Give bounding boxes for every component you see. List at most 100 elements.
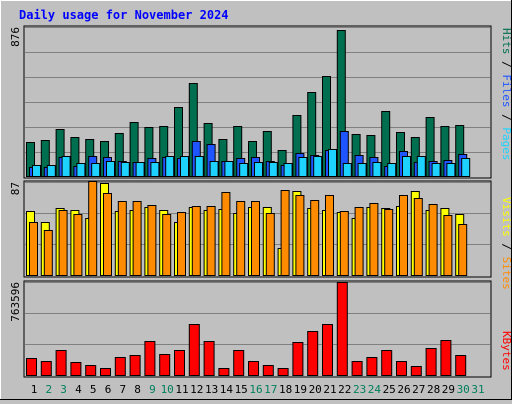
x-tick-label: 25 — [383, 383, 396, 396]
bar-pages — [357, 163, 367, 177]
bar-sites — [103, 193, 112, 276]
bar-kbytes — [351, 361, 363, 376]
bar-pages — [180, 156, 189, 177]
bar-kbytes — [381, 350, 393, 376]
x-tick-label: 15 — [235, 383, 248, 396]
bar-pages — [61, 156, 71, 177]
bar-pages — [209, 161, 219, 177]
bar-kbytes — [440, 340, 452, 376]
bar-pages — [32, 165, 41, 177]
bar-kbytes — [425, 348, 437, 376]
x-tick-label: 23 — [353, 383, 366, 396]
bar-kbytes — [455, 355, 467, 376]
bar-pages — [46, 165, 56, 177]
x-tick-label: 9 — [149, 383, 156, 396]
bar-sites — [339, 211, 349, 276]
bar-kbytes — [100, 368, 111, 376]
x-tick-label: 16 — [249, 383, 262, 396]
bar-sites — [325, 195, 334, 276]
x-tick-label: 10 — [161, 383, 174, 396]
bar-kbytes — [307, 331, 319, 376]
bar-pages — [313, 156, 323, 177]
x-tick-label: 20 — [309, 383, 322, 396]
x-tick-label: 6 — [105, 383, 112, 396]
bar-sites — [369, 203, 379, 276]
bar-pages — [194, 156, 204, 177]
bar-kbytes — [218, 368, 230, 376]
bar-kbytes — [85, 365, 97, 376]
bar-kbytes — [159, 354, 171, 376]
legend-separator: / — [500, 237, 512, 257]
bar-sites — [162, 214, 172, 276]
bar-sites — [236, 201, 246, 276]
bar-pages — [328, 149, 337, 177]
legend-files: Files — [500, 74, 512, 107]
x-tick-label: 4 — [75, 383, 82, 396]
x-tick-label: 12 — [190, 383, 203, 396]
bar-sites — [413, 198, 423, 276]
bar-kbytes — [277, 368, 289, 376]
x-tick-label: 11 — [175, 383, 188, 396]
x-tick-label: 14 — [220, 383, 234, 396]
bar-kbytes — [203, 341, 215, 376]
bar-pages — [387, 163, 397, 177]
bar-sites — [206, 206, 216, 276]
bar-sites — [88, 181, 98, 276]
bar-pages — [416, 156, 426, 177]
bar-pages — [342, 163, 352, 177]
x-tick-label: 31 — [471, 383, 484, 396]
bar-pages — [372, 162, 382, 177]
bar-kbytes — [262, 365, 274, 376]
bar-pages — [298, 157, 308, 177]
legend-kbytes: KBytes — [500, 331, 512, 371]
x-axis-day-labels: 1 2 3 4 5 6 7 8 9 10 11 12 13 14 15 16 17 18 19 20 21 22 23 24 2… — [31, 383, 485, 396]
bar-kbytes — [40, 361, 52, 376]
bar-sites — [443, 215, 453, 276]
bar-sites — [117, 201, 127, 276]
x-tick-label: 28 — [427, 383, 440, 396]
legend-separator: / — [500, 108, 512, 128]
bar-sites — [458, 224, 468, 276]
bar-sites — [399, 195, 408, 276]
x-tick-label: 8 — [134, 383, 141, 396]
bar-pages — [254, 162, 263, 177]
bar-sites — [354, 207, 364, 276]
bar-kbytes — [188, 324, 200, 376]
bar-pages — [106, 161, 115, 177]
bottom-panel-scale-max: 763596 — [9, 282, 22, 322]
top-panel-scale-max: 876 — [9, 27, 22, 47]
x-tick-label: 5 — [90, 383, 97, 396]
x-tick-label: 24 — [368, 383, 382, 396]
bar-sites — [43, 230, 53, 276]
bar-pages — [224, 161, 234, 177]
bar-kbytes — [233, 350, 245, 376]
bar-sites — [310, 200, 320, 276]
x-tick-label: 27 — [412, 383, 425, 396]
legend-visits: Visits — [500, 197, 512, 237]
bar-kbytes — [322, 324, 333, 376]
bar-pages — [446, 163, 456, 177]
bar-kbytes — [410, 366, 422, 376]
bar-sites — [295, 195, 305, 276]
bar-sites — [147, 205, 157, 276]
x-tick-label: 29 — [442, 383, 455, 396]
bar-pages — [431, 163, 441, 177]
legend-hits: Hits — [500, 28, 512, 55]
bar-kbytes — [366, 357, 378, 376]
legend-separator: / — [500, 55, 512, 75]
x-tick-label: 26 — [397, 383, 410, 396]
bar-pages — [239, 163, 249, 177]
bar-kbytes — [396, 361, 407, 376]
bar-kbytes — [70, 362, 82, 376]
bar-kbytes — [292, 342, 304, 376]
bar-kbytes — [144, 341, 156, 376]
legend-sites: Sites — [500, 257, 512, 290]
bar-kbytes — [174, 350, 185, 376]
middle-panel-legend: Visits / Sites — [500, 197, 512, 290]
x-tick-label: 19 — [294, 383, 307, 396]
bar-sites — [58, 210, 68, 276]
bar-kbytes — [55, 350, 67, 376]
x-tick-label: 1 — [31, 383, 38, 396]
bar-kbytes — [114, 357, 126, 376]
